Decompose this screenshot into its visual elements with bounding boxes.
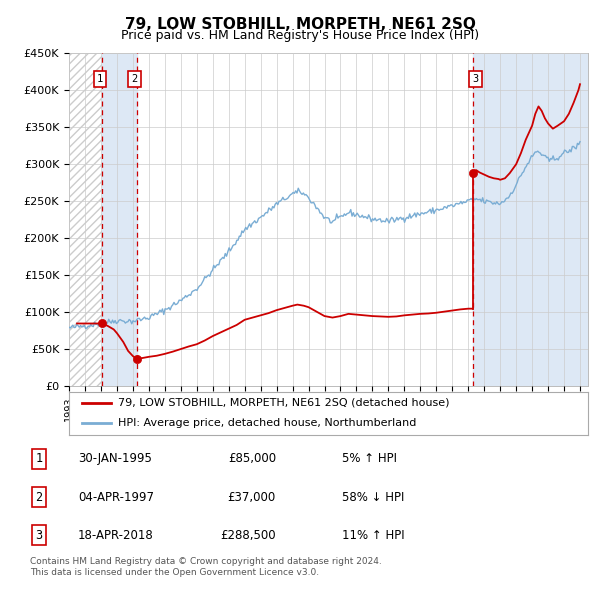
Text: Contains HM Land Registry data © Crown copyright and database right 2024.: Contains HM Land Registry data © Crown c… bbox=[30, 557, 382, 566]
Text: 1: 1 bbox=[35, 452, 43, 466]
Text: 1: 1 bbox=[97, 74, 103, 84]
Text: 18-APR-2018: 18-APR-2018 bbox=[78, 529, 154, 542]
Text: £85,000: £85,000 bbox=[228, 452, 276, 466]
Point bbox=[97, 319, 107, 328]
Text: 2: 2 bbox=[131, 74, 137, 84]
Point bbox=[468, 168, 478, 178]
Bar bbox=[473, 53, 588, 386]
Text: 79, LOW STOBHILL, MORPETH, NE61 2SQ (detached house): 79, LOW STOBHILL, MORPETH, NE61 2SQ (det… bbox=[118, 398, 450, 408]
Text: 11% ↑ HPI: 11% ↑ HPI bbox=[342, 529, 404, 542]
Bar bbox=[102, 53, 137, 386]
Text: £288,500: £288,500 bbox=[220, 529, 276, 542]
Text: 58% ↓ HPI: 58% ↓ HPI bbox=[342, 490, 404, 504]
Bar bbox=[69, 53, 102, 386]
Bar bbox=[69, 53, 102, 386]
Text: 3: 3 bbox=[35, 529, 43, 542]
Text: This data is licensed under the Open Government Licence v3.0.: This data is licensed under the Open Gov… bbox=[30, 568, 319, 577]
Text: 04-APR-1997: 04-APR-1997 bbox=[78, 490, 154, 504]
Text: 79, LOW STOBHILL, MORPETH, NE61 2SQ: 79, LOW STOBHILL, MORPETH, NE61 2SQ bbox=[125, 17, 475, 31]
Text: Price paid vs. HM Land Registry's House Price Index (HPI): Price paid vs. HM Land Registry's House … bbox=[121, 29, 479, 42]
Text: 2: 2 bbox=[35, 490, 43, 504]
Point bbox=[132, 355, 142, 364]
Text: 30-JAN-1995: 30-JAN-1995 bbox=[78, 452, 152, 466]
Text: 5% ↑ HPI: 5% ↑ HPI bbox=[342, 452, 397, 466]
Text: 3: 3 bbox=[472, 74, 478, 84]
Text: HPI: Average price, detached house, Northumberland: HPI: Average price, detached house, Nort… bbox=[118, 418, 416, 428]
Text: £37,000: £37,000 bbox=[228, 490, 276, 504]
